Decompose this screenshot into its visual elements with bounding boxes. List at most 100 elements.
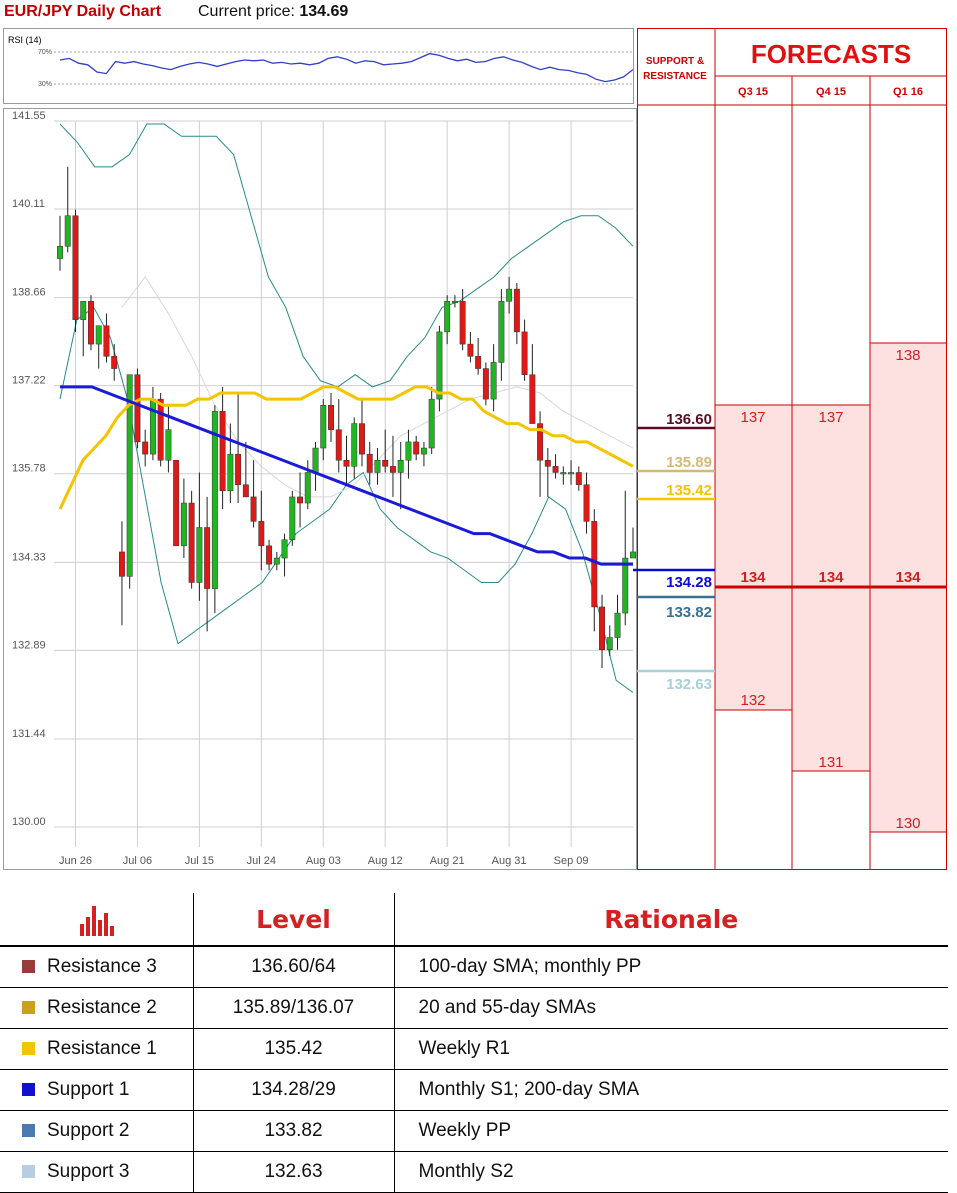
candle-down bbox=[219, 411, 226, 492]
candle-down bbox=[575, 472, 582, 485]
rsi-level-30: 30% bbox=[38, 81, 52, 88]
x-tick-label: Aug 12 bbox=[368, 855, 403, 867]
row-level: 134.28/29 bbox=[193, 1069, 395, 1111]
row-level: 135.42 bbox=[193, 1028, 395, 1070]
forecasts-title: FORECASTS bbox=[751, 39, 911, 69]
quarter-q4-15: Q4 15 bbox=[816, 86, 846, 98]
candle-down bbox=[413, 441, 420, 455]
candle-up bbox=[506, 288, 513, 302]
row-level: 135.89/136.07 bbox=[193, 987, 395, 1029]
candle-down bbox=[591, 521, 598, 608]
y-tick-label: 131.44 bbox=[12, 728, 46, 740]
sr-label-134-28: 134.28 bbox=[666, 574, 712, 591]
q1-low: 130 bbox=[895, 815, 920, 832]
candle-up bbox=[436, 331, 443, 400]
color-swatch bbox=[22, 1083, 35, 1096]
table-row: Support 2 133.82 Weekly PP bbox=[0, 1110, 948, 1152]
q1-high: 138 bbox=[895, 347, 920, 364]
forecast-panel: SUPPORT & RESISTANCE FORECASTS Q3 15 Q4 … bbox=[633, 28, 947, 870]
candle-down bbox=[266, 545, 273, 565]
candle-down bbox=[118, 551, 125, 577]
x-tick-label: Aug 31 bbox=[492, 855, 527, 867]
candle-down bbox=[521, 331, 528, 375]
candle-down bbox=[459, 301, 466, 345]
row-level: 132.63 bbox=[193, 1151, 395, 1193]
candle-up bbox=[397, 459, 404, 473]
y-tick-label: 130.00 bbox=[12, 816, 46, 828]
x-tick-label: Jul 15 bbox=[185, 855, 214, 867]
candle-up bbox=[630, 551, 636, 559]
candle-up bbox=[405, 441, 412, 461]
candle-down bbox=[142, 441, 149, 455]
candle-up bbox=[622, 557, 629, 614]
row-rationale: Weekly PP bbox=[394, 1110, 948, 1152]
candle-up bbox=[428, 398, 435, 449]
candle-up bbox=[126, 374, 133, 577]
row-name: Support 3 bbox=[47, 1161, 130, 1182]
q3-mid: 134 bbox=[740, 569, 766, 586]
candle-up bbox=[451, 301, 458, 304]
candle-down bbox=[537, 423, 544, 461]
price-value: 134.69 bbox=[299, 3, 349, 20]
candle-up bbox=[149, 398, 156, 455]
candle-down bbox=[242, 484, 249, 498]
candle-down bbox=[157, 398, 164, 461]
candle-up bbox=[320, 404, 327, 449]
candle-down bbox=[366, 453, 373, 473]
candle-up bbox=[227, 453, 234, 492]
row-name: Resistance 1 bbox=[47, 1038, 157, 1059]
x-tick-label: Jul 06 bbox=[123, 855, 152, 867]
rsi-label: RSI (14) bbox=[8, 35, 42, 45]
row-rationale: 20 and 55-day SMAs bbox=[394, 987, 948, 1029]
candle-down bbox=[134, 374, 141, 443]
candle-up bbox=[281, 539, 288, 559]
candle-up bbox=[490, 362, 497, 400]
candle-up bbox=[606, 637, 613, 650]
row-name: Resistance 3 bbox=[47, 956, 157, 977]
row-rationale: Monthly S2 bbox=[394, 1151, 948, 1193]
y-tick-label: 140.11 bbox=[12, 198, 45, 210]
candle-down bbox=[72, 215, 79, 320]
candle-down bbox=[343, 459, 350, 467]
bar-chart-icon bbox=[80, 906, 115, 936]
table-header-row: Level Rationale bbox=[0, 893, 948, 947]
row-rationale: 100-day SMA; monthly PP bbox=[394, 946, 948, 988]
x-tick-label: Aug 03 bbox=[306, 855, 341, 867]
candle-down bbox=[475, 356, 482, 369]
candle-up bbox=[304, 472, 311, 504]
forecast-range-q3 bbox=[715, 405, 792, 710]
candle-down bbox=[552, 466, 559, 473]
price-label: Current price: bbox=[198, 3, 295, 20]
q4-high: 137 bbox=[818, 409, 843, 426]
current-price: Current price: 134.69 bbox=[198, 3, 348, 21]
candle-down bbox=[297, 496, 304, 504]
sr-label-136-60: 136.60 bbox=[666, 411, 712, 428]
row-rationale: Monthly S1; 200-day SMA bbox=[394, 1069, 948, 1111]
row-level: 136.60/64 bbox=[193, 946, 395, 988]
pair-title: EUR/JPY Daily Chart bbox=[4, 3, 162, 20]
y-tick-label: 141.55 bbox=[12, 110, 46, 122]
q1-mid: 134 bbox=[895, 569, 921, 586]
candle-down bbox=[258, 521, 265, 547]
header-level: Level bbox=[193, 893, 395, 947]
candle-up bbox=[211, 411, 218, 589]
levels-table: Level Rationale Resistance 3 136.60/64 1… bbox=[0, 893, 948, 1193]
sr-header-line1: SUPPORT & bbox=[646, 56, 704, 67]
y-tick-label: 134.33 bbox=[12, 551, 46, 563]
candle-down bbox=[335, 429, 342, 461]
sr-label-135-42: 135.42 bbox=[666, 482, 712, 499]
candle-down bbox=[599, 606, 605, 650]
color-swatch bbox=[22, 960, 35, 973]
q3-high: 137 bbox=[740, 409, 765, 426]
candle-up bbox=[420, 447, 427, 455]
x-tick-label: Aug 21 bbox=[430, 855, 465, 867]
bollinger-upper bbox=[59, 123, 634, 388]
sma-blue-line bbox=[60, 385, 633, 566]
rsi-panel: RSI (14) 70% 30% bbox=[3, 28, 634, 104]
table-row: Resistance 2 135.89/136.07 20 and 55-day… bbox=[0, 987, 948, 1029]
candle-up bbox=[444, 301, 451, 333]
color-swatch bbox=[22, 1001, 35, 1014]
candle-down bbox=[482, 368, 489, 400]
q4-mid: 134 bbox=[818, 569, 844, 586]
q4-low: 131 bbox=[818, 754, 843, 771]
